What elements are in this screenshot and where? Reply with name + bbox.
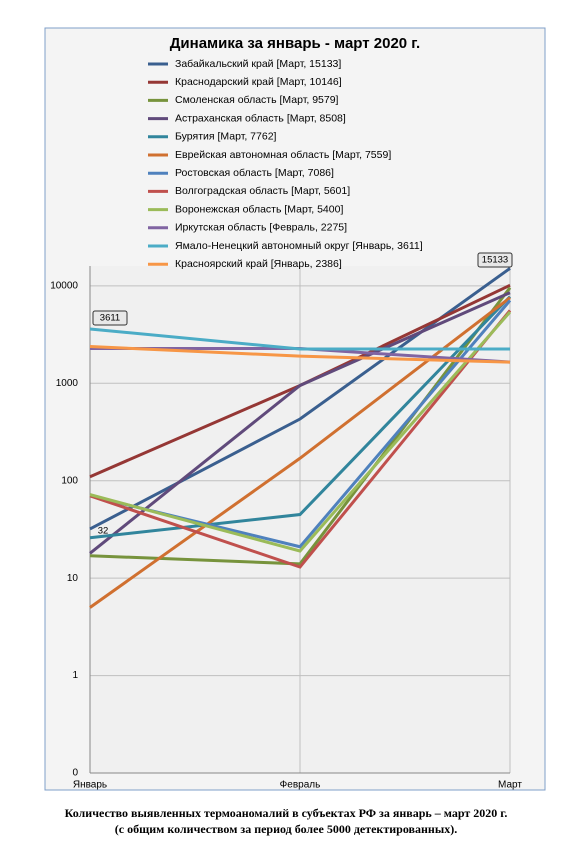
chart-title: Динамика за январь - март 2020 г.	[170, 35, 420, 52]
legend-label: Забайкальский край [Март, 15133]	[175, 58, 341, 70]
legend-label: Бурятия [Март, 7762]	[175, 131, 277, 143]
data-label: 3611	[100, 313, 120, 324]
x-tick-label: Январь	[73, 780, 107, 791]
chart: Динамика за январь - март 2020 г. 0 1 10 10…	[44, 27, 546, 791]
series-line	[89, 295, 512, 540]
legend-label: Красноярский край [Январь, 2386]	[175, 258, 342, 270]
y-tick-label: 100	[61, 475, 78, 486]
y-tick-label: 1000	[56, 378, 79, 389]
legend-label: Иркутская область [Февраль, 2275]	[175, 222, 347, 234]
legend-label: Еврейская автономная область [Март, 7559…	[175, 149, 391, 161]
series-line	[89, 291, 511, 555]
legend-label: Волгоградская область [Март, 5601]	[175, 185, 350, 197]
series-line	[89, 296, 511, 609]
series-line	[89, 327, 510, 351]
data-label-box	[92, 310, 128, 326]
legend-label: Ростовская область [Март, 7086]	[175, 167, 334, 179]
series-line	[89, 309, 512, 569]
series-line	[89, 345, 511, 364]
data-label-box	[477, 252, 513, 268]
caption-line: Количество выявленных термоаномалий в су…	[64, 806, 508, 820]
data-label: 32	[98, 526, 109, 537]
legend-label: Смоленская область [Март, 9579]	[175, 94, 339, 106]
legend-label: Воронежская область [Март, 5400]	[175, 203, 343, 215]
y-tick-label: 10000	[50, 281, 78, 292]
data-label: 15133	[482, 255, 508, 266]
y-tick-label: 1	[72, 670, 78, 681]
y-tick-label: 0	[72, 768, 78, 779]
legend-label: Краснодарский край [Март, 10146]	[175, 76, 342, 88]
series-line	[89, 310, 512, 553]
y-tick-label: 10	[67, 573, 79, 584]
x-tick-label: Март	[498, 780, 522, 791]
legend-label: Ямало-Ненецкий автономный округ [Январь,…	[175, 240, 423, 252]
legend-label: Астраханская область [Март, 8508]	[175, 112, 346, 124]
caption-line: (с общим количеством за период более 500…	[114, 822, 458, 836]
x-tick-label: Февраль	[280, 780, 321, 791]
